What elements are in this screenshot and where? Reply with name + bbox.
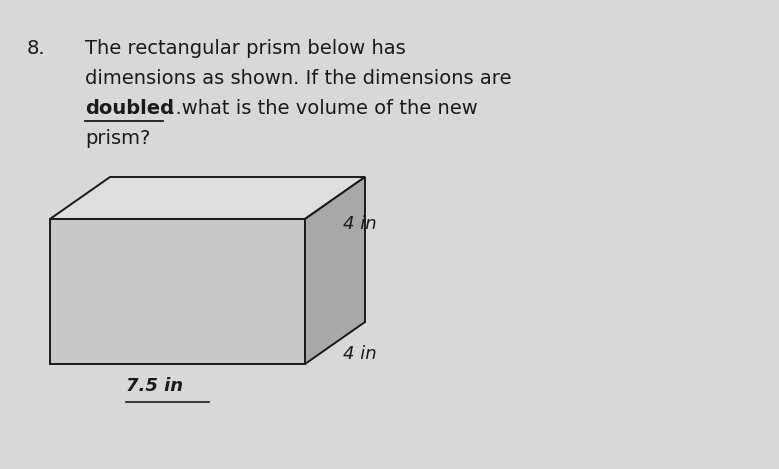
Text: doubled: doubled <box>85 99 174 118</box>
Polygon shape <box>305 177 365 364</box>
Text: 7.5 in: 7.5 in <box>126 377 184 395</box>
Polygon shape <box>50 219 305 364</box>
Text: The rectangular prism below has: The rectangular prism below has <box>85 39 406 58</box>
Polygon shape <box>50 177 365 219</box>
Text: 4 in: 4 in <box>343 215 376 233</box>
Text: dimensions as shown. If the dimensions are: dimensions as shown. If the dimensions a… <box>85 69 512 88</box>
Text: ...what is the volume of the new: ...what is the volume of the new <box>163 99 478 118</box>
Text: prism?: prism? <box>85 129 150 148</box>
Text: 4 in: 4 in <box>343 345 376 363</box>
Text: 8.: 8. <box>27 39 46 58</box>
